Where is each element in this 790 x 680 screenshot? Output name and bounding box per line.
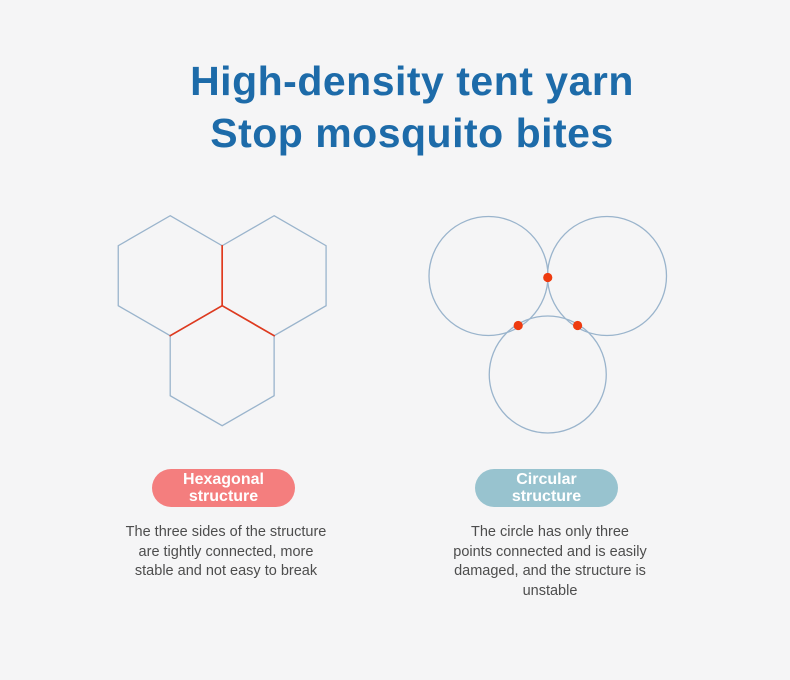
hexagon-top-left — [117, 214, 223, 337]
hexagon-structure-diagram — [117, 214, 327, 427]
circle-top-right — [546, 215, 668, 337]
circle-top-left — [428, 215, 549, 337]
hexagonal-structure-description: The three sides of the structure are tig… — [125, 524, 327, 579]
circular-structure-badge: Circular structure — [475, 469, 618, 507]
hexagonal-structure-badge: Hexagonal structure — [152, 469, 295, 507]
contact-point-dot-left — [513, 320, 523, 331]
shared-edge-lower-left — [169, 304, 224, 337]
hexagon-top-right — [221, 214, 327, 337]
contact-point-dot-top — [543, 272, 553, 283]
shared-edge-lower-right — [221, 304, 275, 337]
circular-structure-diagram — [428, 215, 668, 434]
circular-structure-description: The circle has only three points connect… — [453, 524, 647, 599]
page-title: High-density tent yarn Stop mosquito bit… — [190, 58, 634, 156]
contact-point-dot-right — [573, 320, 583, 331]
circle-bottom — [488, 315, 607, 434]
hexagon-bottom — [169, 304, 275, 427]
